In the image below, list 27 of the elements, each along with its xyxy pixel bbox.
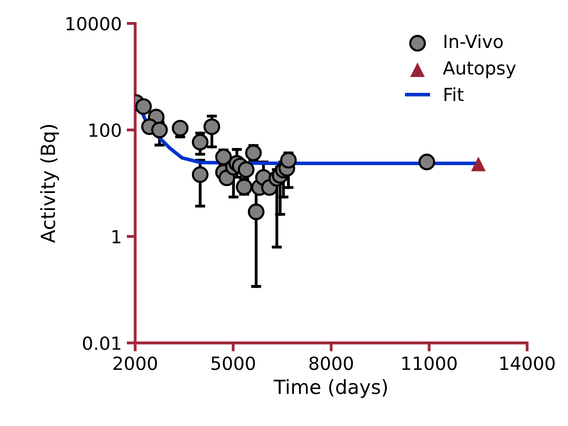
- point: [245, 144, 262, 162]
- y-tick-label: 100: [90, 123, 121, 138]
- x-tick-label: 2000: [114, 356, 157, 370]
- point: [192, 134, 209, 150]
- legend-label: In-Vivo: [444, 34, 503, 48]
- point: [172, 120, 188, 136]
- x-tick-label: 14000: [500, 356, 555, 370]
- point: [135, 98, 152, 115]
- point: [471, 156, 486, 172]
- x-axis-title: Time (days): [274, 379, 387, 398]
- legend-label: Autopsy: [442, 61, 516, 78]
- point: [236, 178, 252, 196]
- point: [280, 152, 297, 169]
- point: [192, 166, 209, 183]
- point: [418, 154, 436, 170]
- y-axis-title: Activity (Bq): [40, 124, 59, 243]
- x-tick-label: 11000: [402, 356, 457, 370]
- point: [238, 161, 254, 178]
- point: [204, 118, 220, 136]
- x-tick-label: 8000: [309, 356, 353, 370]
- point: [151, 122, 168, 138]
- y-tick-label: 1: [112, 230, 120, 244]
- point: [248, 203, 264, 220]
- y-tick-label: 10000: [66, 16, 121, 31]
- legend-label: Fit: [444, 87, 464, 101]
- x-tick-label: 5000: [212, 356, 255, 370]
- y-tick-label: 0.01: [82, 336, 120, 350]
